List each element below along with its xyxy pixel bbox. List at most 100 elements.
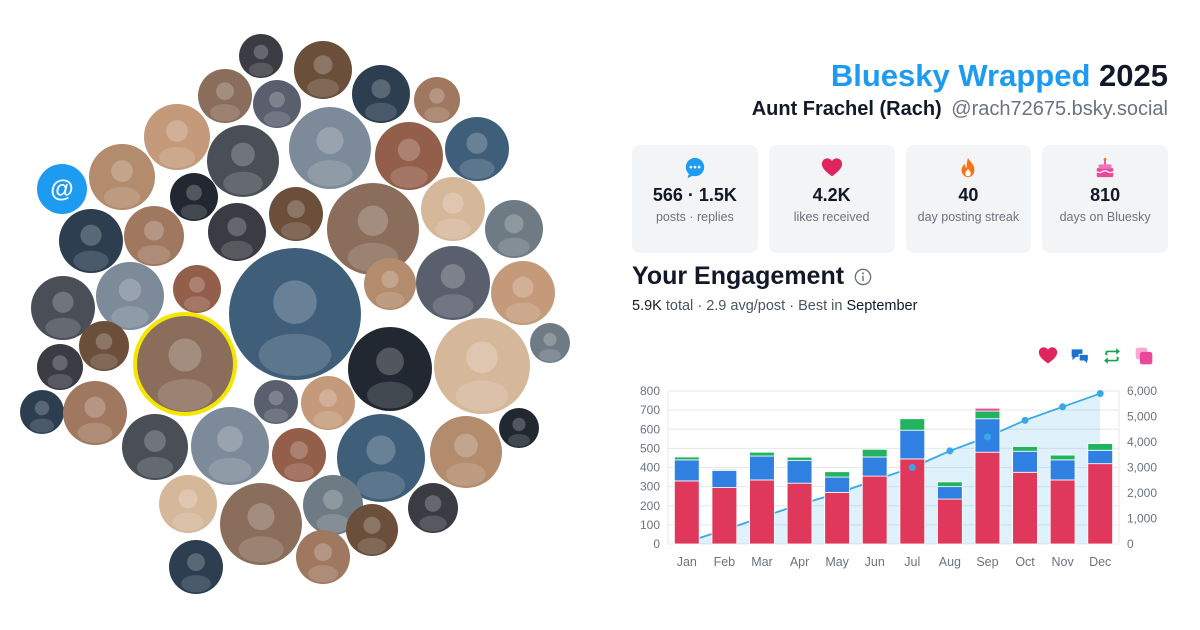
x-tick-label: Jul xyxy=(904,555,920,569)
avatar-shoulders xyxy=(238,536,284,563)
avatar-face xyxy=(166,120,188,142)
avatar-face xyxy=(316,127,344,155)
bar-segment xyxy=(1012,471,1038,545)
avatar xyxy=(416,246,490,320)
avatar-shoulders xyxy=(29,418,55,433)
y2-tick-label: 3,000 xyxy=(1127,461,1157,475)
bar-segment xyxy=(673,480,700,545)
bar-segment xyxy=(749,451,775,457)
avatar-face xyxy=(273,280,317,324)
avatar xyxy=(337,414,425,502)
y-tick-label: 400 xyxy=(640,461,660,475)
engagement-total: 5.9K xyxy=(632,298,662,314)
bar-segment xyxy=(1087,449,1114,465)
avatar-shoulders xyxy=(136,456,174,479)
quote-icon[interactable] xyxy=(1134,346,1154,366)
avatar-face xyxy=(381,270,399,288)
avatar-shoulders xyxy=(432,294,474,318)
avatar-shoulders xyxy=(258,333,332,377)
avatar-face xyxy=(424,495,442,512)
avatar-shoulders xyxy=(90,353,118,370)
bar-segment xyxy=(937,486,963,500)
avatar xyxy=(144,104,210,170)
bar-segment xyxy=(861,456,888,477)
cumulative-point xyxy=(1096,390,1104,398)
y2-tick-label: 0 xyxy=(1127,537,1134,551)
bar-segment xyxy=(711,469,738,471)
avatar-face xyxy=(512,276,534,298)
avatar-shoulders xyxy=(307,160,353,187)
avatar-shoulders xyxy=(221,240,253,260)
avatar-shoulders xyxy=(446,462,486,486)
avatar xyxy=(96,262,164,330)
avatar-shoulders xyxy=(73,250,109,272)
y2-tick-label: 1,000 xyxy=(1127,512,1157,526)
avatar-shoulders xyxy=(498,237,530,257)
avatar-shoulders xyxy=(157,379,213,411)
bar-segment xyxy=(1049,454,1076,461)
avatar-face xyxy=(168,338,202,372)
repost-icon[interactable] xyxy=(1102,346,1122,366)
avatar xyxy=(269,187,323,241)
avatar-face xyxy=(287,200,305,219)
bar-segment xyxy=(974,451,1001,545)
avatar-shoulders xyxy=(263,111,291,127)
y-tick-label: 300 xyxy=(640,480,660,494)
user-handle: @rach72675.bsky.social xyxy=(951,98,1168,120)
avatar-shoulders xyxy=(365,102,397,122)
y-tick-label: 700 xyxy=(640,403,660,417)
chat-bubble-icon xyxy=(685,157,705,179)
avatar-face xyxy=(466,132,488,154)
stat-value: 40 xyxy=(958,185,979,205)
at-badge xyxy=(37,164,87,214)
x-tick-label: Apr xyxy=(790,555,809,569)
avatar xyxy=(346,504,398,556)
avatar-face xyxy=(186,184,202,201)
avatar xyxy=(445,117,509,181)
avatar-shoulders xyxy=(248,62,274,77)
info-icon[interactable] xyxy=(854,268,872,286)
avatar-face xyxy=(52,291,74,313)
page-title: Bluesky Wrapped 2025 xyxy=(752,58,1168,94)
avatar-face xyxy=(440,264,466,289)
bar-segment xyxy=(899,429,926,460)
avatar xyxy=(434,318,530,414)
avatar xyxy=(530,323,570,363)
avatar xyxy=(352,65,410,123)
avatar-face xyxy=(512,417,526,431)
avatar-shoulders xyxy=(223,171,263,195)
engagement-total-label: total xyxy=(665,298,694,314)
bar-segment xyxy=(937,481,963,488)
avatar-shoulders xyxy=(281,222,311,240)
bar-segment xyxy=(861,475,888,545)
avatar-face xyxy=(52,355,68,371)
avatar-shoulders xyxy=(181,575,211,593)
heart-icon[interactable] xyxy=(1038,346,1058,366)
bar-segment xyxy=(1049,479,1076,545)
avatar-shoulders xyxy=(111,306,149,328)
x-tick-label: Jan xyxy=(677,555,697,569)
avatar-face xyxy=(313,55,333,75)
avatar-shoulders xyxy=(308,565,338,583)
bar-segment xyxy=(1012,450,1038,473)
avatar xyxy=(491,261,555,325)
avatar xyxy=(301,376,355,430)
avatar-cloud: @ xyxy=(20,34,570,594)
bar-segment xyxy=(899,418,926,431)
cumulative-point xyxy=(983,433,991,441)
avatar xyxy=(254,380,298,424)
avatar xyxy=(289,107,371,189)
avatar xyxy=(430,416,502,488)
stat-card-posts: 566 · 1.5K posts · replies xyxy=(632,145,758,253)
avatar xyxy=(159,475,217,533)
avatar-shoulders xyxy=(356,471,406,500)
avatar-shoulders xyxy=(284,463,314,481)
avatar xyxy=(364,258,416,310)
reply-icon[interactable] xyxy=(1070,346,1090,366)
heart-icon xyxy=(821,158,842,177)
avatar-face xyxy=(454,433,478,458)
avatar-face xyxy=(187,553,205,572)
x-tick-label: Aug xyxy=(939,555,961,569)
avatar xyxy=(63,381,127,445)
y-tick-label: 600 xyxy=(640,422,660,436)
